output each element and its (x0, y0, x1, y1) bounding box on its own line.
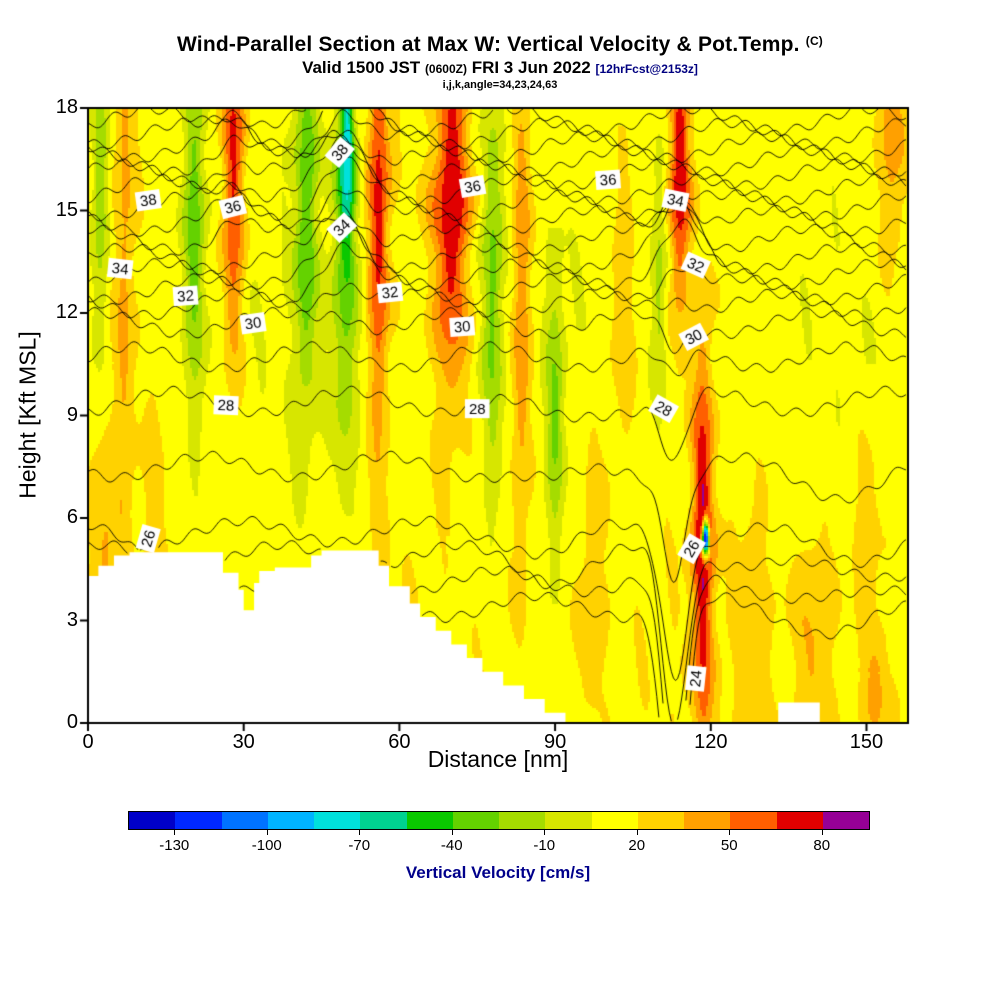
colorbar-segment (314, 812, 361, 829)
colorbar-tick-label: -10 (533, 837, 556, 854)
x-tick-label: 120 (694, 731, 728, 753)
colorbar-segment (499, 812, 546, 829)
colorbar-segment (591, 812, 638, 829)
colorbar-tick-mark (359, 830, 361, 835)
x-tick-label: 90 (543, 731, 567, 753)
colorbar-segment (175, 812, 222, 829)
colorbar-tick-mark (174, 830, 176, 835)
y-tick-label: 18 (55, 96, 78, 118)
colorbar-tick-mark (266, 830, 268, 835)
y-tick-label: 15 (55, 198, 78, 221)
colorbar-segment (822, 812, 869, 829)
colorbar-tick-label: 50 (720, 837, 738, 854)
colorbar-segment (221, 812, 268, 829)
x-tick-label: 0 (82, 731, 94, 753)
colorbar-segment (545, 812, 592, 829)
x-tick-label: 30 (232, 731, 255, 753)
x-tick-label: 150 (849, 731, 884, 753)
y-tick-label: 3 (66, 608, 78, 631)
colorbar-tick-mark (729, 830, 731, 835)
colorbar-segment (637, 812, 684, 829)
y-tick-label: 0 (66, 711, 78, 733)
colorbar-label: Vertical Velocity [cm/s] (405, 863, 591, 882)
colorbar-segment (776, 812, 823, 829)
colorbar-tick-label: 80 (813, 837, 831, 854)
colorbar-segment (129, 812, 176, 829)
colorbar-tick-mark (636, 830, 638, 835)
colorbar (128, 811, 870, 830)
colorbar-tick-label: -130 (159, 837, 190, 854)
colorbar-segment (267, 812, 314, 829)
colorbar-segment (406, 812, 453, 829)
colorbar-tick-mark (451, 830, 453, 835)
colorbar-tick-mark (821, 830, 823, 835)
y-tick-label: 12 (55, 301, 78, 323)
y-tick-label: 6 (66, 506, 78, 528)
colorbar-tick-label: -70 (348, 837, 371, 854)
colorbar-tick-label: 20 (628, 837, 646, 854)
colorbar-tick-mark (544, 830, 546, 835)
colorbar-segment (360, 812, 407, 829)
x-tick-label: 60 (388, 731, 411, 753)
colorbar-tick-label: -100 (251, 837, 282, 854)
x-axis-label: Distance [nm] (427, 746, 569, 772)
colorbar-segment (730, 812, 777, 829)
colorbar-segment (452, 812, 499, 829)
colorbar-tick-label: -40 (440, 837, 463, 854)
y-tick-label: 9 (66, 403, 78, 426)
colorbar-segment (684, 812, 731, 829)
